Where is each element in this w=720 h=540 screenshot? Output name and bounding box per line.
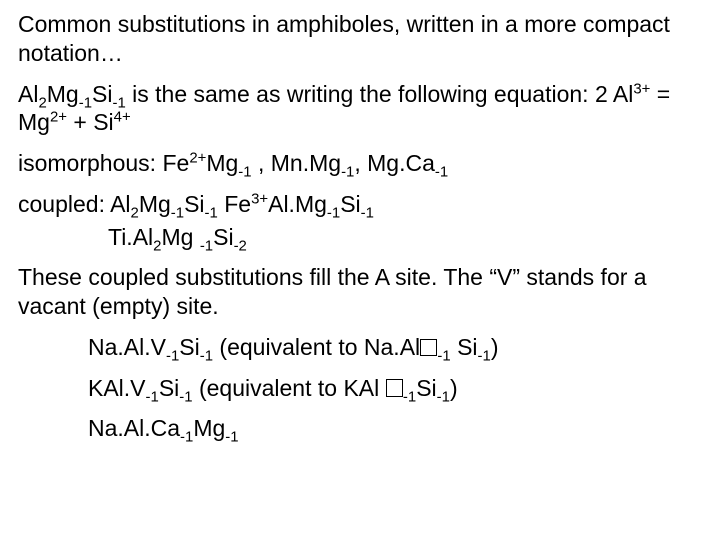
text: KAl.V bbox=[88, 375, 146, 401]
subscript: -1 bbox=[403, 388, 416, 405]
subscript: -1 bbox=[478, 347, 491, 364]
text: ) bbox=[450, 375, 458, 401]
vacant-line1-paragraph: Na.Al.V-1Si-1 (equivalent to Na.Al-1 Si-… bbox=[88, 333, 702, 362]
coupled-line2-paragraph: Ti.Al2Mg -1Si-2 bbox=[108, 223, 702, 252]
superscript: 2+ bbox=[50, 109, 67, 126]
text: , Mn.Mg bbox=[252, 150, 341, 176]
subscript: -1 bbox=[171, 204, 184, 221]
text: Si bbox=[184, 191, 204, 217]
text: These coupled substitutions fill the A s… bbox=[18, 264, 647, 319]
text: Si bbox=[451, 334, 478, 360]
text: Si bbox=[159, 375, 179, 401]
vacant-line3-paragraph: Na.Al.Ca-1Mg-1 bbox=[88, 414, 702, 443]
isomorphous-paragraph: isomorphous: Fe2+Mg-1 , Mn.Mg-1, Mg.Ca-1 bbox=[18, 149, 702, 178]
a-site-paragraph: These coupled substitutions fill the A s… bbox=[18, 263, 702, 321]
subscript: -1 bbox=[205, 204, 218, 221]
subscript: -1 bbox=[146, 388, 159, 405]
text: Mg bbox=[161, 224, 199, 250]
subscript: -1 bbox=[200, 237, 213, 254]
text: (equivalent to KAl bbox=[193, 375, 386, 401]
text: Na.Al.Ca bbox=[88, 415, 180, 441]
text: Mg bbox=[193, 415, 225, 441]
subscript: -1 bbox=[435, 164, 448, 181]
subscript: -1 bbox=[238, 164, 251, 181]
text: Na.Al.V bbox=[88, 334, 166, 360]
text: Fe bbox=[218, 191, 251, 217]
text: Mg bbox=[139, 191, 171, 217]
text: Si bbox=[213, 224, 233, 250]
text: isomorphous: Fe bbox=[18, 150, 189, 176]
subscript: -1 bbox=[200, 347, 213, 364]
superscript: 3+ bbox=[633, 80, 650, 97]
text: Ti.Al bbox=[108, 224, 153, 250]
text: Si bbox=[179, 334, 199, 360]
text: is the same as writing the following equ… bbox=[126, 81, 634, 107]
subscript: -1 bbox=[179, 388, 192, 405]
text: Mg bbox=[47, 81, 79, 107]
subscript: -1 bbox=[327, 204, 340, 221]
text: Si bbox=[92, 81, 112, 107]
text: + Si bbox=[67, 109, 114, 135]
example-notation-paragraph: Al2Mg-1Si-1 is the same as writing the f… bbox=[18, 80, 702, 138]
superscript: 2+ bbox=[189, 149, 206, 166]
text: , Mg.Ca bbox=[354, 150, 435, 176]
superscript: 3+ bbox=[251, 190, 268, 207]
text: Mg bbox=[206, 150, 238, 176]
coupled-line1-paragraph: coupled: Al2Mg-1Si-1 Fe3+Al.Mg-1Si-1 bbox=[18, 190, 702, 219]
subscript: -1 bbox=[361, 204, 374, 221]
subscript: -2 bbox=[234, 237, 247, 254]
subscript: -1 bbox=[437, 388, 450, 405]
text: ) bbox=[491, 334, 499, 360]
text: coupled: Al bbox=[18, 191, 131, 217]
intro-paragraph: Common substitutions in amphiboles, writ… bbox=[18, 10, 702, 68]
superscript: 4+ bbox=[114, 109, 131, 126]
text: Al bbox=[18, 81, 38, 107]
subscript: 2 bbox=[131, 204, 139, 221]
subscript: -1 bbox=[225, 429, 238, 446]
subscript: -1 bbox=[166, 347, 179, 364]
subscript: -1 bbox=[341, 164, 354, 181]
slide: Common substitutions in amphiboles, writ… bbox=[0, 0, 720, 540]
intro-text: Common substitutions in amphiboles, writ… bbox=[18, 11, 670, 66]
subscript: -1 bbox=[180, 429, 193, 446]
text: Si bbox=[416, 375, 436, 401]
vacancy-box-icon bbox=[420, 339, 437, 356]
text: Al.Mg bbox=[268, 191, 327, 217]
text: Si bbox=[340, 191, 360, 217]
text: (equivalent to Na.Al bbox=[213, 334, 420, 360]
vacancy-box-icon bbox=[386, 379, 403, 396]
vacant-line2-paragraph: KAl.V-1Si-1 (equivalent to KAl -1Si-1) bbox=[88, 374, 702, 403]
subscript: -1 bbox=[437, 347, 450, 364]
